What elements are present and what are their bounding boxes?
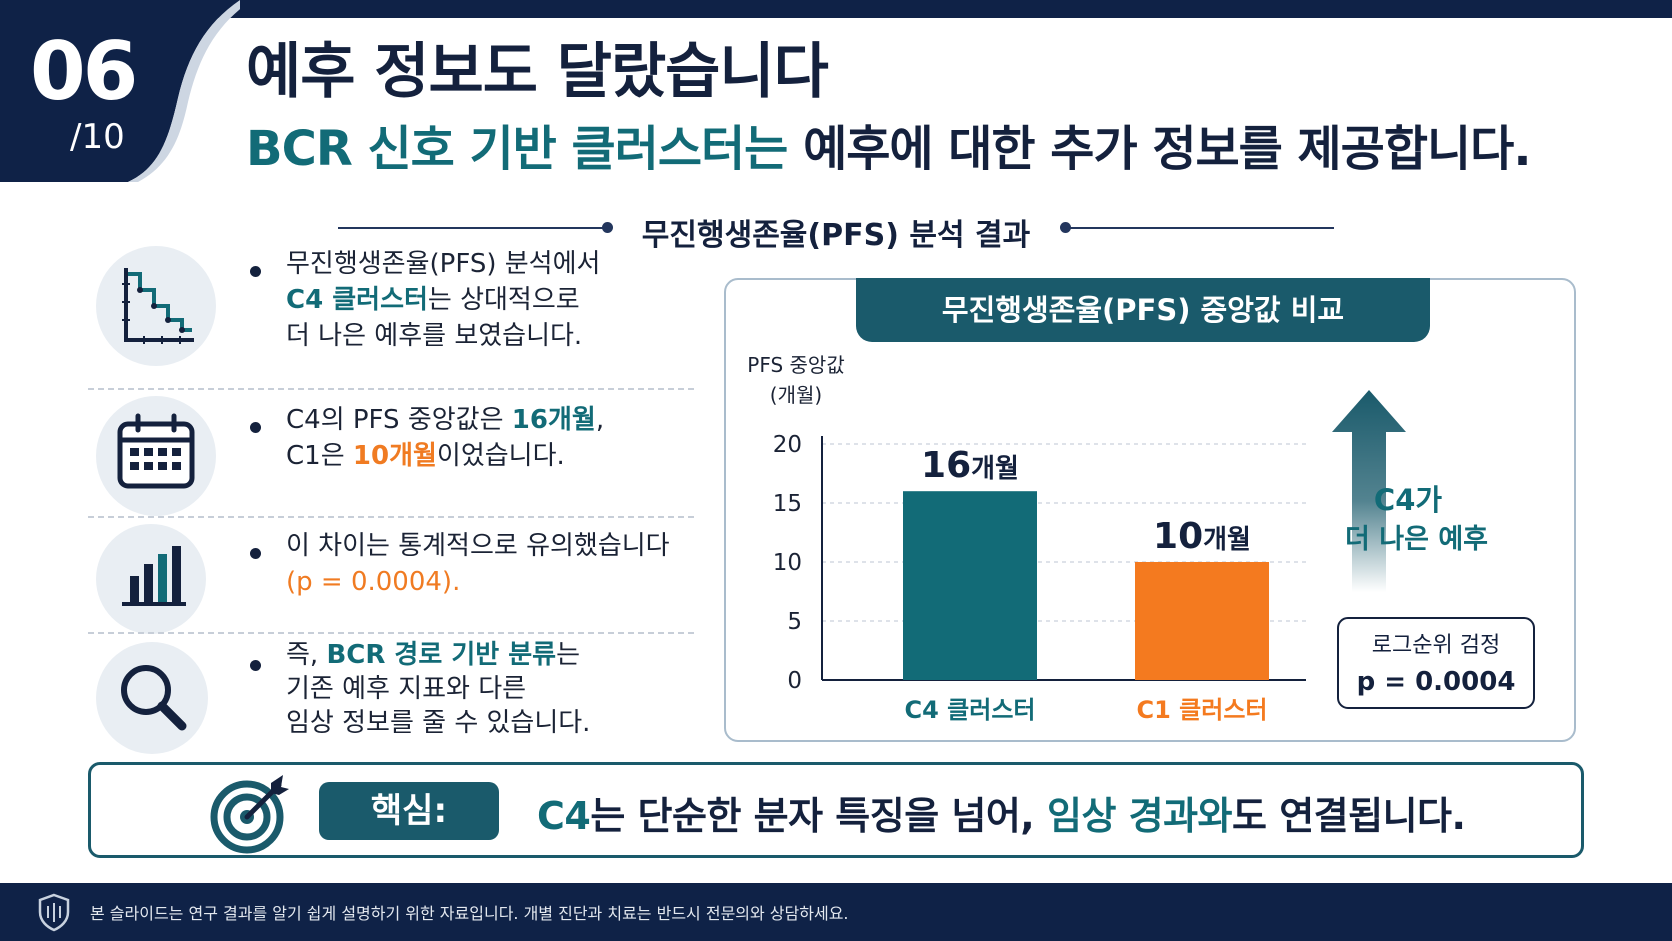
up-arrow-icon [1332, 390, 1406, 592]
page-title: 예후 정보도 달랐습니다 [246, 37, 829, 107]
divider [88, 516, 694, 518]
section-line-left [338, 227, 606, 229]
chart-panel: PFS 중앙값 (개월) 0 5 10 15 20 16개월 C4 클러스터 10개월 C1 클러스… [724, 278, 1576, 742]
bar-value-label: 16개월 [921, 445, 1019, 486]
finding-line: C1은 10개월이었습니다. [286, 438, 604, 474]
divider [88, 632, 694, 634]
bar-c1 [1135, 562, 1269, 680]
finding-line: 무진행생존율(PFS) 분석에서 [286, 249, 601, 279]
calendar-icon [96, 396, 216, 516]
finding-highlight: BCR 경로 기반 분류 [326, 640, 557, 670]
subtitle-highlight: BCR 신호 기반 클러스터는 [246, 121, 788, 177]
pfs-bar-chart: PFS 중앙값 (개월) 0 5 10 15 20 16개월 C4 클러스터 10개월 C1 클러스… [747, 353, 1535, 724]
finding-line: C4 클러스터는 상대적으로 [286, 282, 600, 318]
x-tick-label: C1 클러스터 [1137, 696, 1268, 724]
survival-curve-icon [96, 246, 216, 366]
finding-line: 임상 정보를 줄 수 있습니다. [286, 708, 591, 738]
x-tick-label: C4 클러스터 [905, 696, 1036, 724]
finding-line: 더 나은 예후를 보였습니다. [286, 321, 583, 351]
finding-line-rest: 는 상대적으로 [427, 285, 580, 315]
finding-line-post: , [595, 405, 605, 435]
section-heading: 무진행생존율(PFS) 분석 결과 [338, 206, 1334, 253]
y-axis-label-unit: (개월) [770, 383, 822, 407]
logrank-test-box [1337, 617, 1535, 709]
section-dot-right [1060, 222, 1071, 233]
bullet-dot [250, 266, 261, 277]
key-seg-clinical: 임상 경과와 [1046, 794, 1233, 838]
y-tick-label: 5 [787, 609, 802, 635]
chart-title: 무진행생존율(PFS) 중앙값 비교 [856, 278, 1430, 342]
key-seg-4: 도 연결됩니다. [1232, 794, 1466, 838]
c1-median-value: 10개월 [352, 441, 437, 471]
finding-line-post: 는 [556, 640, 580, 670]
section-dot-left [602, 222, 613, 233]
y-tick-label: 20 [773, 432, 802, 458]
shield-icon [38, 893, 70, 932]
slide-total: /10 [70, 117, 125, 157]
c4-median-value: 16개월 [511, 405, 596, 435]
arrow-label: C4가 [1374, 483, 1442, 517]
footer-disclaimer: 본 슬라이드는 연구 결과를 알기 쉽게 설명하기 위한 자료입니다. 개별 진… [90, 904, 849, 923]
bullet-dot [250, 548, 261, 559]
logrank-p-value: p = 0.0004 [1357, 667, 1516, 697]
bullet-dot [250, 422, 261, 433]
y-axis-label: PFS 중앙값 [747, 353, 844, 377]
badge-shape [0, 0, 240, 182]
finding-text: 즉, BCR 경로 기반 분류는 기존 예후 지표와 다른 임상 정보를 줄 수… [286, 638, 590, 740]
finding-line-pre: C4의 PFS 중앙값은 [286, 405, 512, 435]
y-tick-label: 15 [773, 491, 802, 517]
finding-line-post: 이었습니다. [436, 441, 565, 471]
slide-number-badge: 06 /10 [0, 0, 240, 182]
finding-line: 기존 예후 지표와 다른 [286, 674, 527, 704]
key-seg-c4: C4 [537, 794, 591, 838]
key-label: 핵심: [319, 782, 499, 840]
finding-line: C4의 PFS 중앙값은 16개월, [286, 402, 604, 438]
arrow-label-2: 더 나은 예후 [1345, 524, 1488, 555]
key-message: C4는 단순한 분자 특징을 넘어, 임상 경과와도 연결됩니다. [537, 785, 1466, 840]
bullet-dot [250, 660, 261, 671]
section-line-right [1068, 227, 1334, 229]
key-seg-2: 는 단순한 분자 특징을 넘어, [590, 794, 1047, 838]
finding-text: 이 차이는 통계적으로 유의했습니다 (p = 0.0004). [286, 528, 670, 600]
finding-text: 무진행생존율(PFS) 분석에서 C4 클러스터는 상대적으로 더 나은 예후를… [286, 246, 600, 354]
logrank-test-label: 로그순위 검정 [1372, 633, 1500, 658]
magnifier-icon [96, 642, 208, 754]
bar-value-label: 10개월 [1153, 516, 1251, 557]
target-icon [210, 775, 289, 854]
bar-c4 [903, 491, 1037, 680]
key-takeaway-box: 핵심: C4는 단순한 분자 특징을 넘어, 임상 경과와도 연결됩니다. [88, 762, 1584, 858]
slide-number: 06 [30, 25, 138, 118]
bar-chart-icon [96, 524, 206, 634]
section-title: 무진행생존율(PFS) 분석 결과 [641, 218, 1031, 253]
p-value-text: (p = 0.0004). [286, 567, 461, 597]
divider [88, 388, 694, 390]
finding-highlight: C4 클러스터 [286, 285, 428, 315]
subtitle-rest: 예후에 대한 추가 정보를 제공합니다. [787, 121, 1532, 177]
y-tick-label: 0 [787, 668, 802, 694]
top-strip [0, 0, 1672, 18]
finding-line-pre: 즉, [286, 640, 327, 670]
page-subtitle: BCR 신호 기반 클러스터는 예후에 대한 추가 정보를 제공합니다. [246, 121, 1532, 177]
finding-line: 이 차이는 통계적으로 유의했습니다 [286, 531, 670, 561]
footer-bar: 본 슬라이드는 연구 결과를 알기 쉽게 설명하기 위한 자료입니다. 개별 진… [0, 883, 1672, 941]
finding-line: 즉, BCR 경로 기반 분류는 [286, 638, 590, 672]
finding-line-pre: C1은 [286, 441, 353, 471]
finding-text: C4의 PFS 중앙값은 16개월, C1은 10개월이었습니다. [286, 402, 604, 474]
y-tick-label: 10 [773, 550, 802, 576]
